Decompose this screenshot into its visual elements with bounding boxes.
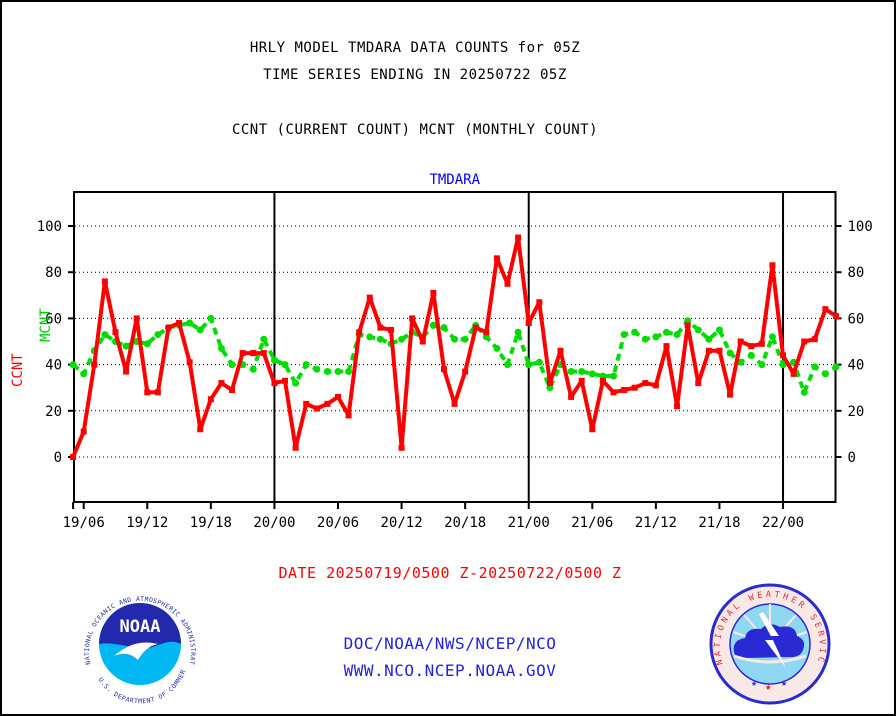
x-label: 19/18 <box>190 515 232 531</box>
y-label-left: 100 <box>37 219 62 235</box>
nws-star-left: ★ <box>751 678 757 689</box>
x-label: 20/00 <box>253 515 295 531</box>
nws-star-center: ★ <box>765 680 772 693</box>
y-label-left: 60 <box>45 311 62 327</box>
ccnt-markers <box>70 234 840 460</box>
ccnt-line <box>71 235 838 458</box>
y-label-left: 20 <box>45 404 62 420</box>
noaa-logo: NOAA NATIONAL OCEANIC AND ATMOSPHERIC AD… <box>78 582 196 705</box>
x-label: 20/12 <box>380 515 422 531</box>
nco-url-line: WWW.NCO.NCEP.NOAA.GOV <box>343 661 557 680</box>
x-label: 19/06 <box>63 515 105 531</box>
chart-title: TMDARA <box>429 172 480 188</box>
x-label: 21/06 <box>571 515 613 531</box>
y-label-right: 60 <box>848 311 865 327</box>
mcnt-markers <box>69 314 840 396</box>
x-label: 19/12 <box>126 515 168 531</box>
y-label-left: 0 <box>54 450 62 466</box>
y-label-right: 0 <box>848 450 856 466</box>
page-title: HRLY MODEL TMDARA DATA COUNTS for 05Z <box>249 40 581 56</box>
count-legend-title: CCNT (CURRENT COUNT) MCNT (MONTHLY COUNT… <box>231 122 599 138</box>
x-label: 20/06 <box>317 515 359 531</box>
noaa-acronym: NOAA <box>120 617 161 637</box>
y-label-left: 80 <box>45 265 62 281</box>
x-label: 20/18 <box>444 515 486 531</box>
nws-star-right: ★ <box>781 678 787 689</box>
y-label-left: 40 <box>45 358 62 374</box>
mcnt-axis-label: MCNT <box>38 308 54 342</box>
y-label-right: 40 <box>848 358 865 374</box>
date-range-caption: DATE 20250719/0500 Z-20250722/0500 Z <box>278 564 622 582</box>
x-label: 21/18 <box>698 515 740 531</box>
ccnt-axis-label: CCNT <box>10 353 26 387</box>
y-label-right: 20 <box>848 404 865 420</box>
nws-lightning-icon <box>759 612 786 668</box>
x-label: 21/00 <box>508 515 550 531</box>
noaa-seabird-icon <box>114 642 158 660</box>
noaa-emblem-sky <box>99 603 181 649</box>
y-label-right: 80 <box>848 265 865 281</box>
nws-horizon <box>733 654 807 664</box>
x-label: 22/00 <box>762 515 804 531</box>
page-subtitle: TIME SERIES ENDING IN 20250722 05Z <box>263 67 567 83</box>
nws-logo: ★ ★ ★ NATIONAL WEATHER SERVICE <box>708 582 831 705</box>
plot-border <box>73 191 837 503</box>
doc-org-line: DOC/NOAA/NWS/NCEP/NCO <box>343 634 557 653</box>
x-label: 21/12 <box>635 515 677 531</box>
y-label-right: 100 <box>848 219 873 235</box>
